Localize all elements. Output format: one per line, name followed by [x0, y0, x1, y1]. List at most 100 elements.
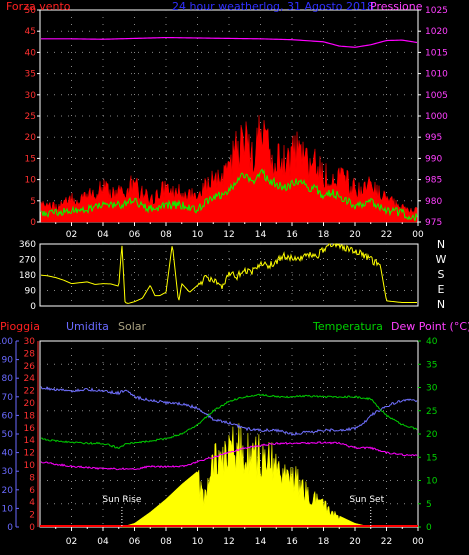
x-tick-label: 08 [160, 537, 172, 547]
wind-direction-panel: 0 90 180 270 360 [19, 240, 419, 312]
humidity-series [40, 386, 418, 437]
humidity-tick-label: 80 [2, 374, 14, 384]
y-left-tick-label: 10 [25, 176, 37, 186]
temperature-tick-label: 40 [426, 337, 438, 347]
rain-tick-label: 8 [29, 473, 35, 483]
rain-tick-label: 6 [29, 486, 35, 496]
direction-tick-label: 0 [30, 302, 36, 312]
solar-series [121, 423, 371, 528]
x-tick-label: 12 [223, 537, 234, 547]
rain-tick-label: 14 [24, 436, 36, 446]
x-tick-label: 22 [381, 230, 392, 240]
temperature-tick-label: 10 [426, 477, 438, 487]
humidity-tick-label: 70 [2, 393, 14, 403]
rain-tick-label: 2 [29, 511, 35, 521]
humidity-axis-title: Umidita [66, 320, 109, 333]
solar-axis-title: Solar [118, 320, 147, 333]
x-tick-label: 16 [286, 537, 298, 547]
temperature-series [40, 393, 418, 449]
y-left-tick-label: 30 [25, 91, 37, 101]
y-right-tick-label: 990 [425, 154, 442, 164]
direction-tick-label: 90 [25, 287, 37, 297]
x-tick-label: 16 [286, 230, 298, 240]
y-right-tick-label: 985 [425, 176, 442, 186]
x-tick-label: 08 [160, 230, 172, 240]
humidity-temperature-panel: 0102030405060708090100024681012141618202… [0, 337, 438, 547]
wind-gust-series [40, 115, 418, 223]
x-tick-label: 00 [412, 230, 424, 240]
temperature-tick-label: 25 [426, 407, 437, 417]
x-tick-label: 12 [223, 230, 234, 240]
x-tick-label: 20 [349, 230, 361, 240]
rain-tick-label: 28 [24, 349, 36, 359]
humidity-tick-label: 30 [2, 467, 14, 477]
x-tick-label: 02 [66, 537, 77, 547]
x-tick-label: 06 [129, 537, 141, 547]
x-tick-label: 20 [349, 537, 361, 547]
temperature-tick-label: 35 [426, 360, 437, 370]
direction-tick-label: 360 [19, 240, 36, 250]
y-left-tick-label: 40 [25, 48, 37, 58]
humidity-tick-label: 0 [7, 523, 13, 533]
sunset-label: Sun Set [349, 495, 384, 505]
y-left-tick-label: 20 [25, 133, 37, 143]
humidity-tick-label: 90 [2, 356, 14, 366]
compass-n-top: N [436, 238, 446, 251]
y-right-tick-label: 995 [425, 133, 442, 143]
x-tick-label: 06 [129, 230, 141, 240]
compass-s: S [437, 268, 445, 281]
wind-average-series [40, 168, 418, 222]
sunrise-label: Sun Rise [102, 495, 141, 505]
y-left-tick-label: 0 [30, 218, 36, 228]
y-right-tick-label: 975 [425, 218, 442, 228]
x-tick-label: 22 [381, 537, 392, 547]
humidity-tick-label: 40 [2, 449, 14, 459]
x-tick-label: 18 [318, 537, 330, 547]
y-left-tick-label: 50 [25, 6, 37, 16]
compass-e: E [437, 283, 445, 296]
temperature-tick-label: 30 [426, 384, 438, 394]
x-tick-label: 04 [97, 537, 109, 547]
x-tick-label: 14 [255, 537, 267, 547]
humidity-tick-label: 60 [2, 411, 14, 421]
x-tick-label: 02 [66, 230, 77, 240]
direction-tick-label: 180 [19, 271, 36, 281]
y-right-tick-label: 1025 [425, 6, 448, 16]
rain-tick-label: 0 [29, 523, 35, 533]
x-tick-label: 04 [97, 230, 109, 240]
rain-tick-label: 18 [24, 411, 36, 421]
y-left-tick-label: 45 [25, 27, 36, 37]
x-tick-label: 10 [192, 230, 204, 240]
compass-w: W [435, 253, 447, 266]
humidity-tick-label: 10 [2, 504, 14, 514]
humidity-tick-label: 20 [2, 486, 14, 496]
chart-title: 24 hour weatherlog, 31 Agosto 2018 [172, 0, 375, 13]
y-right-tick-label: 1015 [425, 48, 448, 58]
pressure-axis-title: Pressione [370, 0, 423, 13]
wind-speed-axis-title: Forza vento [6, 0, 71, 13]
humidity-tick-label: 100 [0, 337, 13, 347]
rain-tick-label: 12 [24, 449, 35, 459]
humidity-tick-label: 50 [2, 430, 14, 440]
y-left-tick-label: 35 [25, 70, 36, 80]
x-tick-label: 00 [412, 537, 424, 547]
rain-axis-title: Pioggia [0, 320, 40, 333]
temperature-tick-label: 15 [426, 453, 437, 463]
rain-tick-label: 30 [24, 337, 36, 347]
temperature-axis-title: Temperatura [313, 320, 383, 333]
y-right-tick-label: 980 [425, 197, 442, 207]
x-tick-label: 14 [255, 230, 267, 240]
pressure-series [41, 36, 418, 48]
rain-tick-label: 22 [24, 387, 35, 397]
x-tick-label: 10 [192, 537, 204, 547]
dewpoint-axis-title: Dew Point (°C) [391, 320, 469, 333]
rain-tick-label: 24 [24, 374, 36, 384]
direction-tick-label: 270 [19, 256, 36, 266]
y-right-tick-label: 1000 [425, 112, 448, 122]
y-right-tick-label: 1010 [425, 70, 448, 80]
wind-pressure-panel: 0510152025303540455097598098599099510001… [25, 6, 449, 240]
y-left-tick-label: 25 [25, 112, 36, 122]
x-tick-label: 18 [318, 230, 330, 240]
temperature-tick-label: 5 [426, 500, 432, 510]
